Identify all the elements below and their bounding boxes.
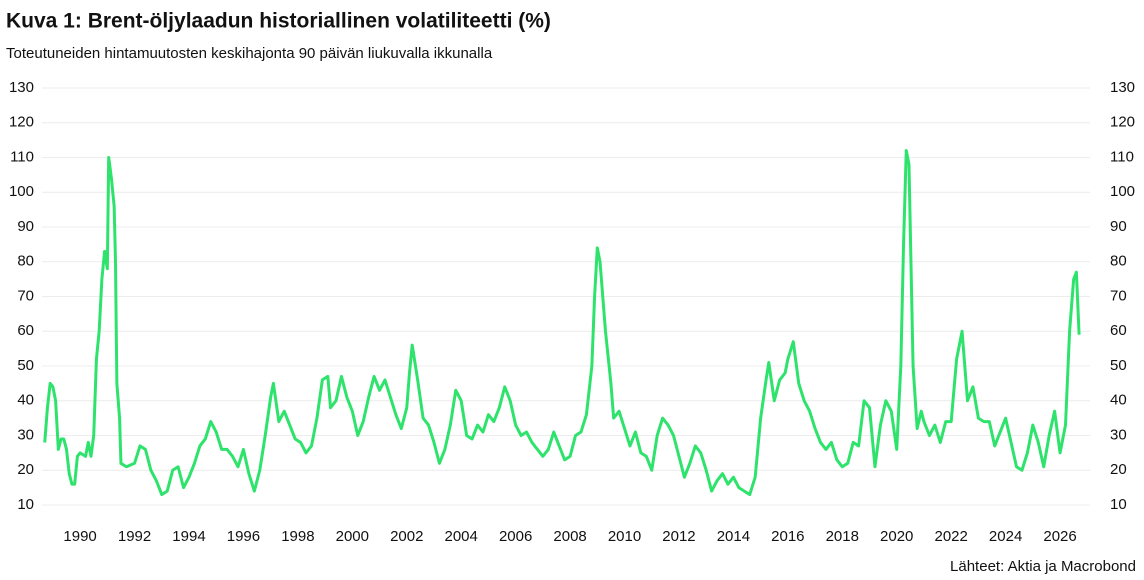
- y-tick-label: 90: [17, 218, 34, 235]
- y2-tick-label: 100: [1110, 183, 1135, 200]
- y2-tick-label: 20: [1110, 461, 1127, 478]
- x-tick-label: 2006: [499, 528, 532, 545]
- y-tick-label: 40: [17, 392, 34, 409]
- x-tick-label: 2014: [717, 528, 750, 545]
- y-tick-label: 60: [17, 322, 34, 339]
- y-tick-label: 10: [17, 496, 34, 513]
- y-tick-label: 30: [17, 426, 34, 443]
- x-tick-label: 2000: [336, 528, 369, 545]
- y2-tick-label: 120: [1110, 114, 1135, 131]
- x-tick-label: 2012: [662, 528, 695, 545]
- y-tick-label: 50: [17, 357, 34, 374]
- chart-subtitle: Toteutuneiden hintamuutosten keskihajont…: [6, 45, 493, 62]
- x-tick-label: 2010: [608, 528, 641, 545]
- y2-tick-label: 10: [1110, 496, 1127, 513]
- y2-tick-label: 90: [1110, 218, 1127, 235]
- x-tick-label: 2016: [771, 528, 804, 545]
- y2-tick-label: 60: [1110, 322, 1127, 339]
- x-tick-label: 2026: [1043, 528, 1076, 545]
- x-tick-label: 1998: [281, 528, 314, 545]
- y-tick-label: 80: [17, 253, 34, 270]
- y2-tick-label: 110: [1110, 148, 1134, 165]
- y-tick-label: 20: [17, 461, 34, 478]
- x-tick-label: 2008: [553, 528, 586, 545]
- y-tick-label: 70: [17, 287, 34, 304]
- x-tick-label: 2004: [445, 528, 478, 545]
- x-tick-label: 1996: [227, 528, 260, 545]
- y2-tick-label: 30: [1110, 426, 1127, 443]
- x-tick-label: 2020: [880, 528, 913, 545]
- source-note: Lähteet: Aktia ja Macrobond: [950, 558, 1136, 575]
- y-tick-label: 110: [10, 148, 34, 165]
- x-tick-label: 2002: [390, 528, 423, 545]
- x-tick-label: 2022: [934, 528, 967, 545]
- x-tick-label: 1990: [63, 528, 96, 545]
- x-tick-label: 2024: [989, 528, 1022, 545]
- y-tick-label: 120: [9, 114, 34, 131]
- chart-title: Kuva 1: Brent-öljylaadun historiallinen …: [6, 10, 551, 33]
- x-tick-label: 1994: [172, 528, 205, 545]
- x-tick-label: 2018: [826, 528, 859, 545]
- y-tick-label: 130: [9, 79, 34, 96]
- y2-tick-label: 50: [1110, 357, 1127, 374]
- y2-tick-label: 130: [1110, 79, 1135, 96]
- y2-tick-label: 40: [1110, 392, 1127, 409]
- y2-tick-label: 80: [1110, 253, 1127, 270]
- volatility-line: [43, 149, 1081, 497]
- y-tick-label: 100: [9, 183, 34, 200]
- x-tick-label: 1992: [118, 528, 151, 545]
- y2-tick-label: 70: [1110, 287, 1127, 304]
